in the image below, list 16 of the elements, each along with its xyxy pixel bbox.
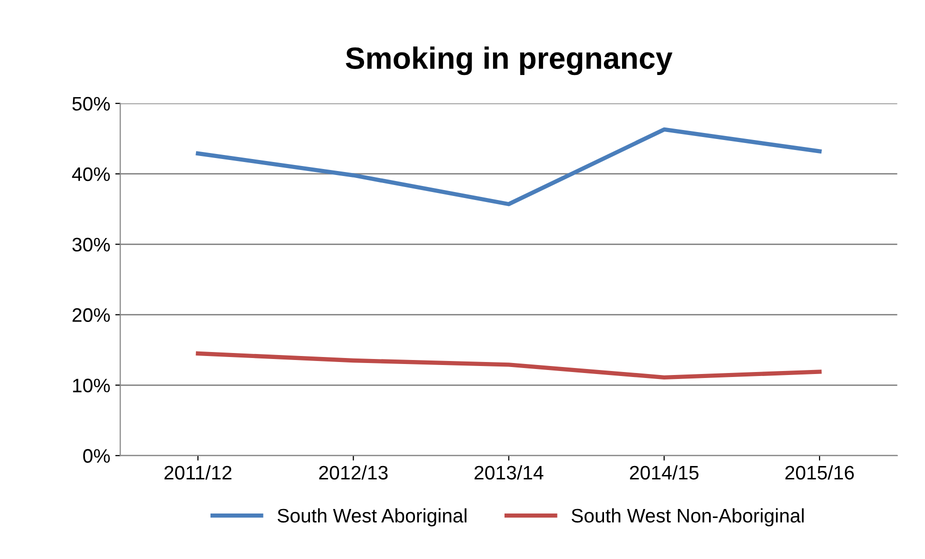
x-tick-label: 2013/14 <box>474 465 544 480</box>
y-tick-label: 0% <box>83 449 110 463</box>
x-tick-label: 2011/12 <box>164 465 232 480</box>
x-tick-label: 2015/16 <box>785 465 854 480</box>
legend-label: South West Non-Aboriginal <box>572 508 804 526</box>
x-tick-label: 2014/15 <box>630 465 698 480</box>
chart-title: Smoking in pregnancy <box>346 46 672 76</box>
y-tick-label: 30% <box>72 238 110 252</box>
line-series <box>196 127 822 206</box>
x-tick-label: 2012/13 <box>319 465 388 480</box>
y-tick-label: 50% <box>72 96 110 111</box>
y-tick-label: 10% <box>73 378 110 392</box>
y-tick-label: 40% <box>72 167 110 182</box>
y-tick-label: 20% <box>72 308 110 322</box>
legend-label: South West Aboriginal <box>278 508 466 526</box>
line-series <box>196 351 822 380</box>
